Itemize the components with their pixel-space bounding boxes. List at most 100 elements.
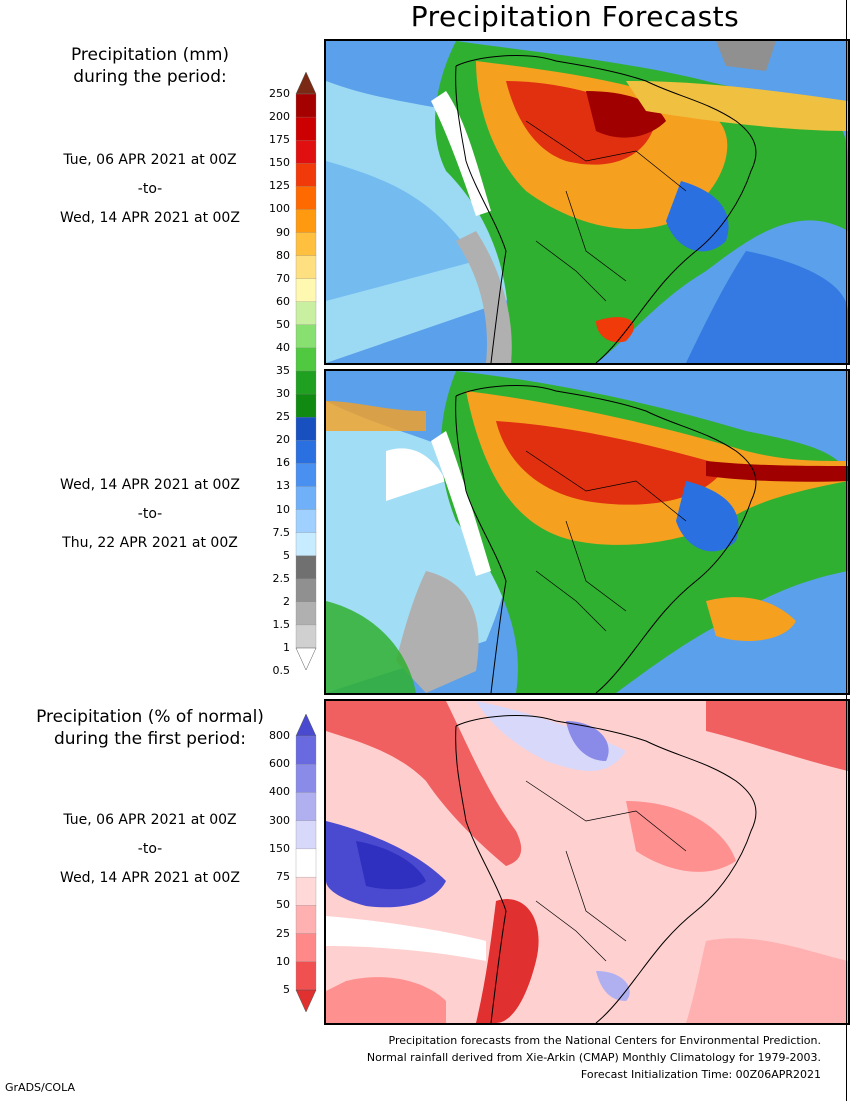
period-3-end: Wed, 14 APR 2021 at 00Z	[60, 870, 240, 886]
percent-colorbar-swatch	[295, 876, 317, 906]
percent-colorbar-swatch	[295, 820, 317, 850]
percent-colorbar-tick-label: 25	[276, 926, 290, 940]
amount-colorbar-swatch	[295, 209, 317, 234]
amount-colorbar-swatch	[295, 393, 317, 418]
percent-colorbar-tick-label: 75	[276, 870, 290, 884]
amount-colorbar-tick-label: 1.5	[272, 617, 291, 631]
amount-colorbar-tick-label: 35	[276, 364, 290, 377]
amount-colorbar-tick-label: 13	[276, 479, 290, 493]
period-1-end: Wed, 14 APR 2021 at 00Z	[60, 210, 240, 226]
amount-colorbar-tick-label: 25	[276, 410, 290, 424]
percent-colorbar-swatch	[295, 792, 317, 822]
amount-colorbar	[295, 72, 317, 670]
amount-colorbar-tick-label: 70	[276, 271, 290, 285]
percent-colorbar-tick-label: 150	[269, 841, 290, 855]
percent-colorbar-bottom-arrow	[295, 989, 317, 1012]
period-3-separator: -to-	[137, 841, 163, 857]
amount-colorbar-swatch	[295, 232, 317, 257]
amount-colorbar-swatch	[295, 370, 317, 395]
percent-legend-heading: Precipitation (% of normal) during the f…	[10, 706, 290, 750]
amount-colorbar-swatch	[295, 278, 317, 303]
amount-colorbar-tick-label: 30	[276, 387, 290, 401]
footer-line1: Precipitation forecasts from the Nationa…	[388, 1034, 822, 1047]
amount-colorbar-swatch	[295, 417, 317, 441]
amount-colorbar-swatch	[295, 255, 317, 280]
percent-colorbar-tick-label: 50	[276, 898, 290, 912]
percent-colorbar-swatch	[295, 905, 317, 935]
amount-colorbar-swatch	[295, 186, 317, 211]
period-1-separator: -to-	[137, 181, 163, 197]
amount-colorbar-tick-label: 2.5	[272, 571, 291, 585]
map-panel-period-2	[324, 369, 850, 695]
amount-legend-heading-line1: Precipitation (mm)	[70, 45, 230, 65]
amount-colorbar-swatch	[295, 532, 317, 557]
amount-colorbar-tick-label: 250	[269, 87, 290, 100]
percent-colorbar-tick-label: 10	[276, 954, 290, 968]
amount-colorbar-swatch	[295, 440, 317, 464]
amount-colorbar-tick-label: 1	[283, 641, 290, 654]
amount-colorbar-swatch	[295, 463, 317, 488]
credit: GrADS/COLA	[5, 1081, 75, 1094]
period-2-label: Wed, 14 APR 2021 at 00Z -to- Thu, 22 APR…	[0, 471, 300, 558]
percent-colorbar-tick-label: 600	[269, 757, 290, 771]
amount-colorbar-tick-label: 100	[269, 202, 290, 216]
percent-colorbar	[295, 714, 317, 1012]
amount-colorbar-tick-label: 60	[276, 294, 290, 308]
amount-colorbar-bottom-arrow	[295, 647, 317, 670]
footer-line3: Forecast Initialization Time: 00Z06APR20…	[580, 1068, 821, 1081]
map-panel-period-1	[324, 39, 850, 365]
percent-colorbar-tick-label: 300	[269, 813, 290, 827]
amount-colorbar-tick-label: 16	[276, 456, 290, 470]
percent-colorbar-top-arrow	[295, 714, 317, 737]
amount-colorbar-tick-label: 150	[269, 156, 290, 170]
amount-colorbar-tick-label: 40	[276, 340, 290, 354]
amount-colorbar-tick-label: 50	[276, 317, 290, 331]
percent-colorbar-swatch	[295, 933, 317, 963]
map-panel-percent-normal	[324, 699, 850, 1025]
percent-colorbar-tick-label: 5	[283, 983, 290, 996]
percent-legend-heading-line1: Precipitation (% of normal)	[36, 707, 264, 727]
period-1-start: Tue, 06 APR 2021 at 00Z	[63, 152, 237, 168]
period-2-separator: -to-	[137, 506, 163, 522]
amount-colorbar-swatch	[295, 301, 317, 326]
amount-colorbar-tick-label: 175	[269, 133, 290, 147]
footer: Precipitation forecasts from the Nationa…	[367, 1032, 821, 1083]
percent-colorbar-swatch	[295, 764, 317, 794]
amount-colorbar-tick-label: 2	[283, 594, 290, 608]
amount-colorbar-tick-label: 200	[269, 110, 290, 124]
amount-colorbar-tick-label: 0.5	[272, 664, 291, 678]
amount-colorbar-swatch	[295, 509, 317, 534]
amount-colorbar-swatch	[295, 163, 317, 187]
period-2-start: Wed, 14 APR 2021 at 00Z	[60, 477, 240, 493]
percent-colorbar-swatch	[295, 735, 317, 765]
amount-colorbar-swatch	[295, 93, 317, 118]
percent-colorbar-swatch	[295, 848, 317, 878]
amount-colorbar-tick-label: 5	[283, 548, 290, 562]
percent-colorbar-tick-label: 400	[269, 785, 290, 799]
period-3-label: Tue, 06 APR 2021 at 00Z -to- Wed, 14 APR…	[0, 806, 300, 893]
amount-colorbar-tick-label: 20	[276, 433, 290, 447]
period-1-label: Tue, 06 APR 2021 at 00Z -to- Wed, 14 APR…	[0, 146, 300, 233]
amount-colorbar-swatch	[295, 601, 317, 626]
period-2-end: Thu, 22 APR 2021 at 00Z	[62, 535, 238, 551]
amount-colorbar-swatch	[295, 140, 317, 164]
amount-colorbar-swatch	[295, 486, 317, 511]
percent-legend-heading-line2: during the first period:	[53, 729, 247, 749]
amount-legend-heading: Precipitation (mm) during the period:	[40, 44, 260, 88]
amount-colorbar-swatch	[295, 116, 317, 141]
amount-colorbar-swatch	[295, 624, 317, 649]
percent-colorbar-swatch	[295, 961, 317, 991]
amount-colorbar-swatch	[295, 324, 317, 349]
period-3-start: Tue, 06 APR 2021 at 00Z	[63, 812, 237, 828]
amount-colorbar-swatch	[295, 347, 317, 372]
page-title: Precipitation Forecasts	[410, 0, 740, 33]
footer-line2: Normal rainfall derived from Xie-Arkin (…	[366, 1051, 821, 1064]
frame-edge	[846, 0, 847, 1101]
amount-colorbar-tick-label: 80	[276, 248, 290, 262]
amount-colorbar-top-arrow	[295, 72, 317, 95]
amount-colorbar-tick-label: 125	[269, 179, 290, 193]
amount-colorbar-swatch	[295, 578, 317, 603]
amount-colorbar-tick-label: 10	[276, 502, 290, 516]
amount-colorbar-swatch	[295, 555, 317, 580]
percent-colorbar-tick-label: 800	[269, 729, 290, 742]
